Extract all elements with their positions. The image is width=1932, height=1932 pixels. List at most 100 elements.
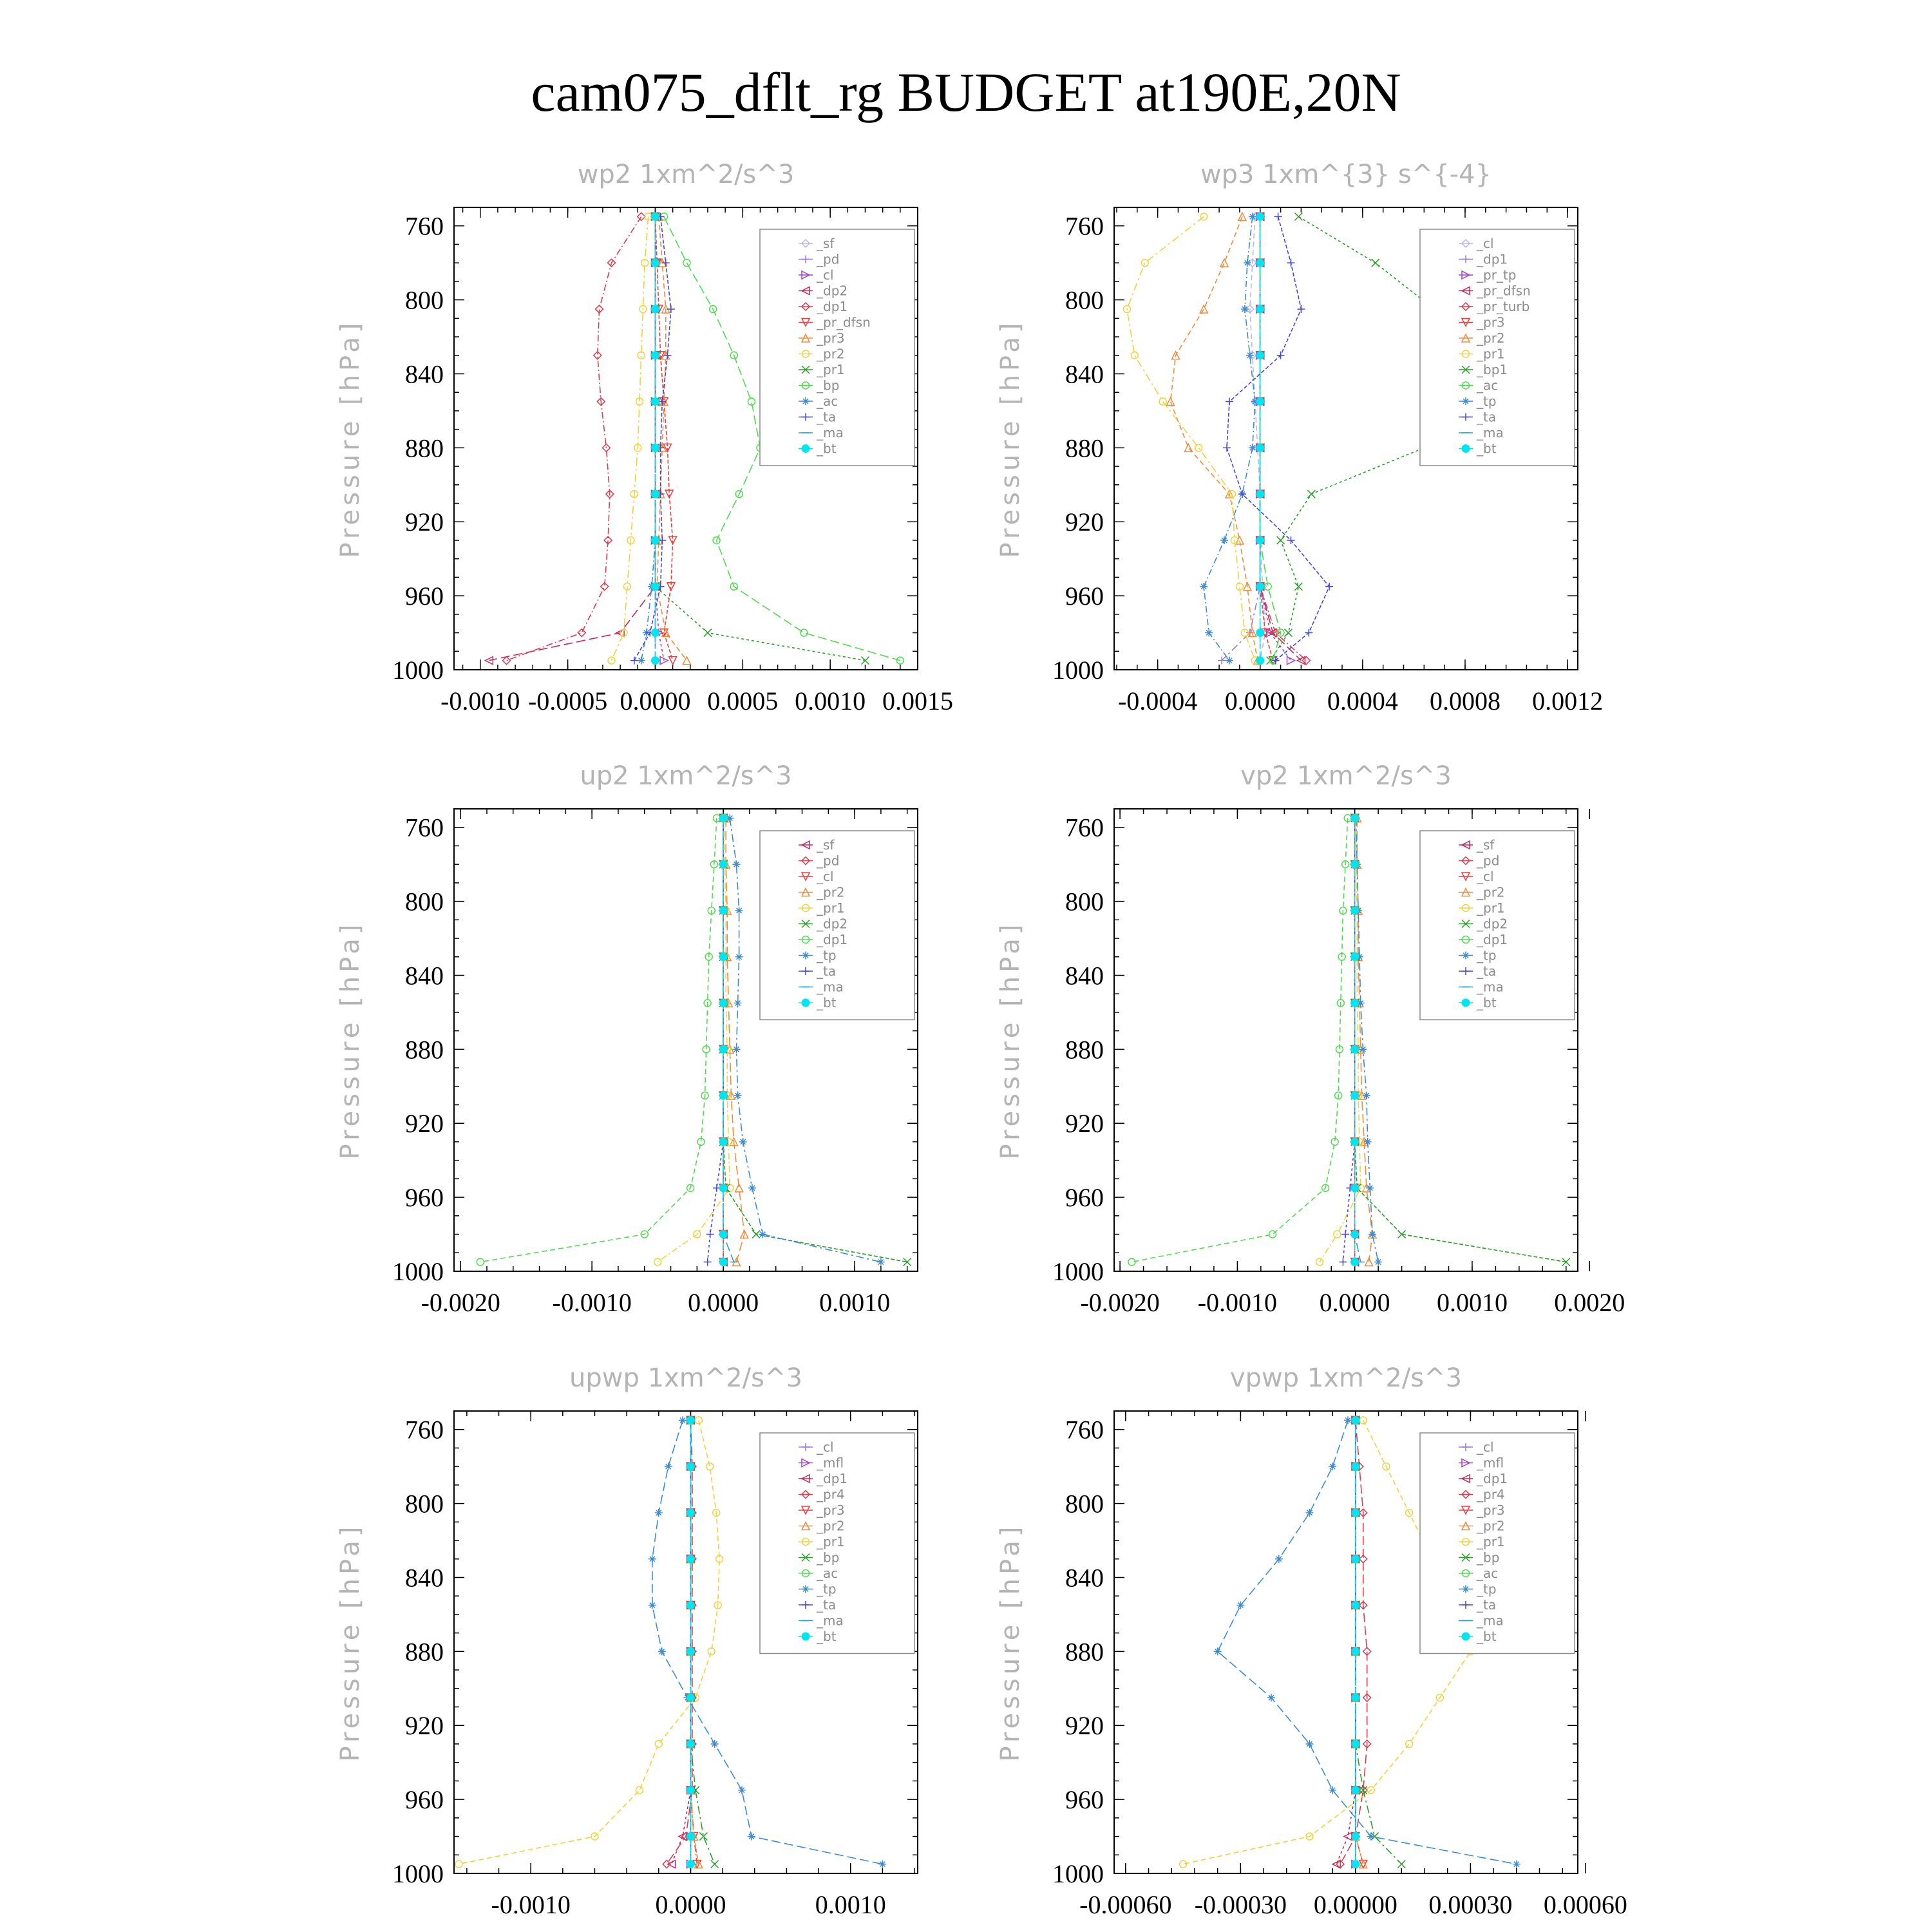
data-point (648, 1555, 656, 1563)
data-point (634, 444, 642, 452)
data-point (737, 1786, 746, 1794)
legend-entry: _bt (816, 995, 837, 1010)
legend-entry: _pr_dfsn (1476, 283, 1531, 299)
data-point (710, 1860, 719, 1869)
legend-marker (802, 397, 810, 405)
y-tick-label: 920 (405, 1109, 444, 1138)
data-point (1276, 536, 1285, 545)
data-point (650, 443, 659, 452)
legend-entry: _ta (816, 410, 836, 425)
data-point (1350, 1184, 1359, 1193)
data-point (1374, 1258, 1383, 1266)
data-point (686, 1555, 695, 1564)
legend-entry: _pr2 (1476, 885, 1505, 900)
legend-entry: _ta (1476, 1597, 1496, 1613)
y-tick-label: 800 (1065, 887, 1104, 916)
legend-marker (1461, 365, 1470, 374)
y-axis-label: Pressure [hPa] (336, 319, 365, 558)
legend-entry: _bp (816, 1550, 839, 1566)
data-point (1351, 1739, 1360, 1748)
legend-marker (1462, 1443, 1470, 1451)
panel-title: upwp 1xm^2/s^3 (569, 1363, 802, 1393)
data-point (1350, 1091, 1359, 1100)
legend-entry: _pr1 (816, 900, 845, 916)
legend-entry: _ta (1476, 963, 1496, 979)
data-point (1271, 656, 1280, 665)
data-point (1276, 351, 1285, 359)
y-tick-label: 840 (1065, 359, 1104, 388)
data-point (636, 212, 646, 222)
series-line-dp1 (506, 216, 642, 661)
data-point (1256, 212, 1265, 221)
legend-marker (802, 255, 810, 263)
legend-entry: _tp (1476, 393, 1497, 409)
data-point (639, 305, 647, 314)
data-point (1302, 656, 1311, 665)
x-tick-label: 0.0000 (620, 687, 690, 715)
data-point (686, 1860, 695, 1869)
data-point (663, 351, 672, 359)
legend-marker (1461, 887, 1471, 897)
legend-marker (801, 381, 810, 390)
data-point (1358, 1785, 1368, 1795)
legend-entry: _ta (816, 963, 836, 979)
data-point (1435, 1693, 1444, 1702)
data-point (591, 1832, 599, 1841)
data-point (1274, 1555, 1283, 1563)
data-point (1271, 628, 1280, 638)
legend-entry: _pr2 (816, 885, 845, 900)
legend-marker (801, 444, 810, 453)
x-tick-label: 0.0010 (1437, 1288, 1508, 1317)
data-point (747, 1832, 755, 1841)
data-point (686, 1601, 695, 1610)
legend-marker (802, 1585, 810, 1593)
legend-box (759, 830, 915, 1021)
y-tick-label: 1000 (1052, 656, 1104, 685)
data-point (601, 443, 611, 453)
data-point (1171, 350, 1180, 360)
data-point (664, 489, 674, 499)
legend-entry: _dp1 (1476, 1471, 1508, 1486)
data-point (747, 397, 756, 406)
data-point (658, 1647, 666, 1656)
y-tick-label: 800 (405, 286, 444, 315)
legend: _cl_dp1_pr_tp_pr_dfsn_pr_turb_pr3_pr2_pr… (1419, 229, 1575, 466)
legend-entry: _bp (1476, 1550, 1499, 1566)
x-tick-label: 0.0000 (1225, 687, 1296, 715)
legend-entry: _tp (1476, 1582, 1497, 1597)
y-tick-label: 880 (1065, 1035, 1104, 1064)
data-point (1358, 1508, 1368, 1518)
legend-marker (802, 967, 810, 975)
data-point (668, 656, 677, 666)
data-point (650, 536, 659, 545)
y-tick-label: 1000 (392, 656, 444, 685)
series-line-pr1 (1319, 818, 1361, 1263)
data-point (1223, 444, 1231, 452)
data-point (1358, 1554, 1368, 1564)
y-tick-label: 760 (1065, 1416, 1104, 1444)
plot-frame (1113, 207, 1578, 670)
data-point (1128, 1258, 1136, 1266)
legend-box (1419, 229, 1575, 466)
data-point (1238, 490, 1246, 498)
legend-marker (801, 1569, 810, 1578)
panels: wp2 1xm^2/s^3 Pressure [hPa] 760 800 840 880 9… (336, 160, 1627, 1919)
legend-entry: _bt (816, 1629, 837, 1644)
legend-entry: _ma (816, 980, 844, 995)
data-point (730, 351, 738, 360)
legend-entry: _pd (816, 252, 839, 267)
data-point (1276, 629, 1285, 637)
data-point (1166, 396, 1175, 406)
legend-marker (800, 840, 810, 850)
data-point (1562, 1258, 1571, 1267)
data-point (1366, 1184, 1374, 1192)
legend-entry: _cl (816, 1439, 834, 1455)
legend-marker (801, 350, 810, 358)
x-tick-label: -0.0020 (421, 1288, 500, 1317)
legend-entry: _ma (1476, 980, 1504, 995)
data-point (654, 1739, 663, 1748)
data-point (650, 258, 659, 267)
x-tick-label: 0.00030 (1428, 1890, 1512, 1919)
data-point (1294, 582, 1303, 591)
